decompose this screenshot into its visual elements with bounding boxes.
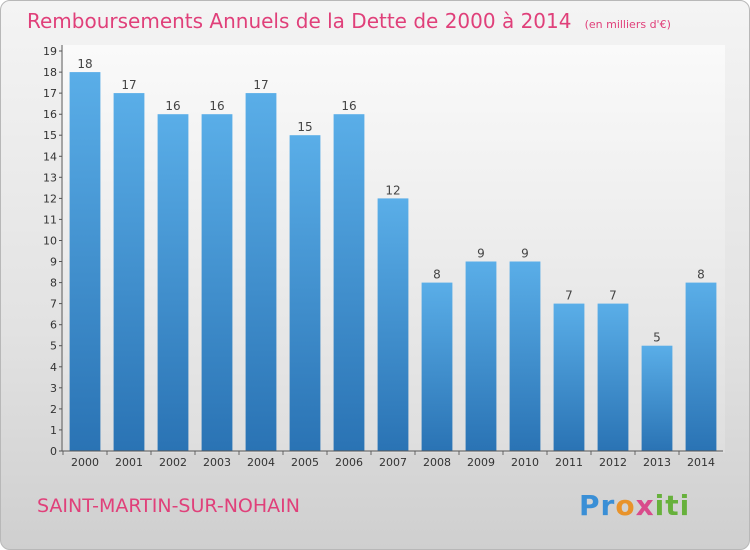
y-tick-label: 2 [50, 403, 57, 416]
data-label: 16 [341, 99, 356, 113]
bar [641, 345, 673, 451]
bar [597, 303, 629, 451]
data-label: 7 [609, 289, 617, 303]
y-tick-label: 18 [43, 66, 57, 79]
x-tick-label: 2013 [643, 456, 671, 469]
data-label: 16 [209, 99, 224, 113]
y-tick-label: 0 [50, 445, 57, 458]
x-tick-label: 2014 [687, 456, 715, 469]
y-tick-label: 13 [43, 171, 57, 184]
bar [201, 114, 233, 451]
y-tick-label: 4 [50, 361, 57, 374]
data-label: 7 [565, 289, 573, 303]
bar [289, 135, 321, 451]
data-label: 8 [697, 268, 705, 282]
data-label: 12 [385, 183, 400, 197]
data-label: 9 [477, 247, 485, 261]
bar [465, 261, 497, 451]
bar [69, 72, 101, 451]
x-tick-label: 2001 [115, 456, 143, 469]
bar [333, 114, 365, 451]
chart-subtitle: (en milliers d'€) [584, 18, 671, 31]
bar [377, 198, 409, 451]
data-label: 15 [297, 120, 312, 134]
y-tick-label: 9 [50, 256, 57, 269]
y-tick-label: 8 [50, 277, 57, 290]
x-tick-label: 2002 [159, 456, 187, 469]
bar [113, 93, 145, 451]
x-tick-label: 2009 [467, 456, 495, 469]
bar [421, 282, 453, 451]
data-label: 16 [165, 99, 180, 113]
title-line: Remboursements Annuels de la Dette de 20… [27, 9, 671, 33]
y-tick-label: 12 [43, 192, 57, 205]
bar [509, 261, 541, 451]
x-tick-label: 2007 [379, 456, 407, 469]
x-tick-label: 2008 [423, 456, 451, 469]
y-tick-label: 16 [43, 108, 57, 121]
town-name: SAINT-MARTIN-SUR-NOHAIN [37, 495, 300, 517]
x-tick-label: 2006 [335, 456, 363, 469]
y-tick-label: 5 [50, 340, 57, 353]
data-label: 5 [653, 331, 661, 345]
y-tick-label: 19 [43, 45, 57, 58]
y-tick-label: 1 [50, 424, 57, 437]
data-label: 17 [121, 78, 136, 92]
y-tick-label: 3 [50, 382, 57, 395]
bar [685, 282, 717, 451]
data-label: 17 [253, 78, 268, 92]
x-tick-label: 2003 [203, 456, 231, 469]
y-tick-label: 15 [43, 129, 57, 142]
x-tick-label: 2011 [555, 456, 583, 469]
chart-title: Remboursements Annuels de la Dette de 20… [27, 9, 572, 33]
x-tick-label: 2005 [291, 456, 319, 469]
x-tick-label: 2010 [511, 456, 539, 469]
y-tick-label: 10 [43, 235, 57, 248]
data-label: 9 [521, 247, 529, 261]
bar [157, 114, 189, 451]
data-label: 8 [433, 268, 441, 282]
y-tick-label: 11 [43, 213, 57, 226]
x-tick-label: 2000 [71, 456, 99, 469]
y-tick-label: 7 [50, 298, 57, 311]
bar [245, 93, 277, 451]
y-tick-label: 14 [43, 150, 57, 163]
y-tick-label: 17 [43, 87, 57, 100]
proxiti-logo: Proxiti [579, 489, 691, 522]
x-tick-label: 2004 [247, 456, 275, 469]
x-tick-label: 2012 [599, 456, 627, 469]
bar [553, 303, 585, 451]
y-tick-label: 6 [50, 319, 57, 332]
data-label: 18 [77, 57, 92, 71]
